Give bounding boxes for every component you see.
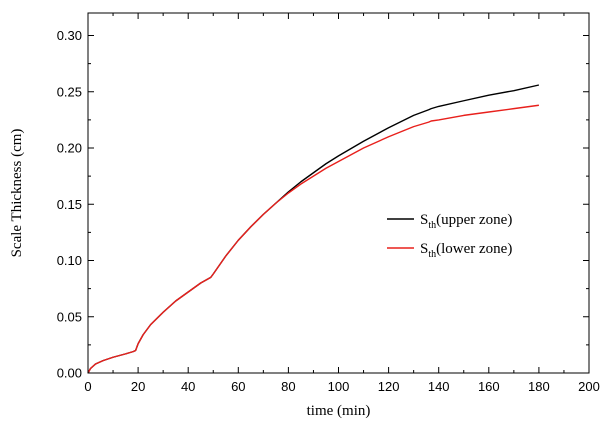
legend-label-lower-zone: Sth(lower zone)	[420, 241, 512, 260]
x-tick-label: 160	[478, 379, 500, 394]
x-tick-label: 120	[378, 379, 400, 394]
x-tick-label: 100	[328, 379, 350, 394]
x-tick-label: 0	[84, 379, 91, 394]
y-tick-label: 0.00	[57, 366, 82, 381]
x-axis-title: time (min)	[307, 403, 371, 419]
x-tick-label: 40	[181, 379, 195, 394]
legend-label-lower-sub: th	[428, 249, 436, 260]
legend-label-lower-main: S	[420, 241, 428, 257]
legend-label-lower-rest: (lower zone)	[436, 241, 512, 257]
y-tick-label: 0.15	[57, 197, 82, 212]
series-line-upper-zone	[87, 84, 540, 374]
y-tick-label: 0.30	[57, 28, 82, 43]
series-layer	[87, 84, 540, 374]
y-tick-label: 0.05	[57, 309, 82, 324]
x-tick-label: 60	[231, 379, 245, 394]
y-tick-label: 0.10	[57, 253, 82, 268]
y-tick-label: 0.20	[57, 141, 82, 156]
x-tick-label: 140	[428, 379, 450, 394]
labels-layer: 0 20 40 60 80 100 120 140 160 180 200 0.00 0.05 0.10 0…	[57, 28, 600, 394]
legend: Sth(upper zone) Sth(lower zone)	[387, 212, 512, 260]
y-tick-label: 0.25	[57, 84, 82, 99]
x-tick-label: 180	[528, 379, 550, 394]
x-tick-label: 20	[131, 379, 145, 394]
x-tick-label: 80	[281, 379, 295, 394]
ticks-layer	[87, 13, 590, 374]
series-line-lower-zone	[87, 104, 539, 374]
x-tick-label: 200	[578, 379, 600, 394]
legend-label-upper-rest: (upper zone)	[436, 212, 512, 228]
y-axis-title: Scale Thickness (cm)	[9, 129, 25, 258]
legend-label-upper-sub: th	[428, 220, 436, 231]
legend-label-upper-main: S	[420, 212, 428, 228]
plot-frame	[87, 12, 590, 374]
legend-label-upper-zone: Sth(upper zone)	[420, 212, 512, 231]
